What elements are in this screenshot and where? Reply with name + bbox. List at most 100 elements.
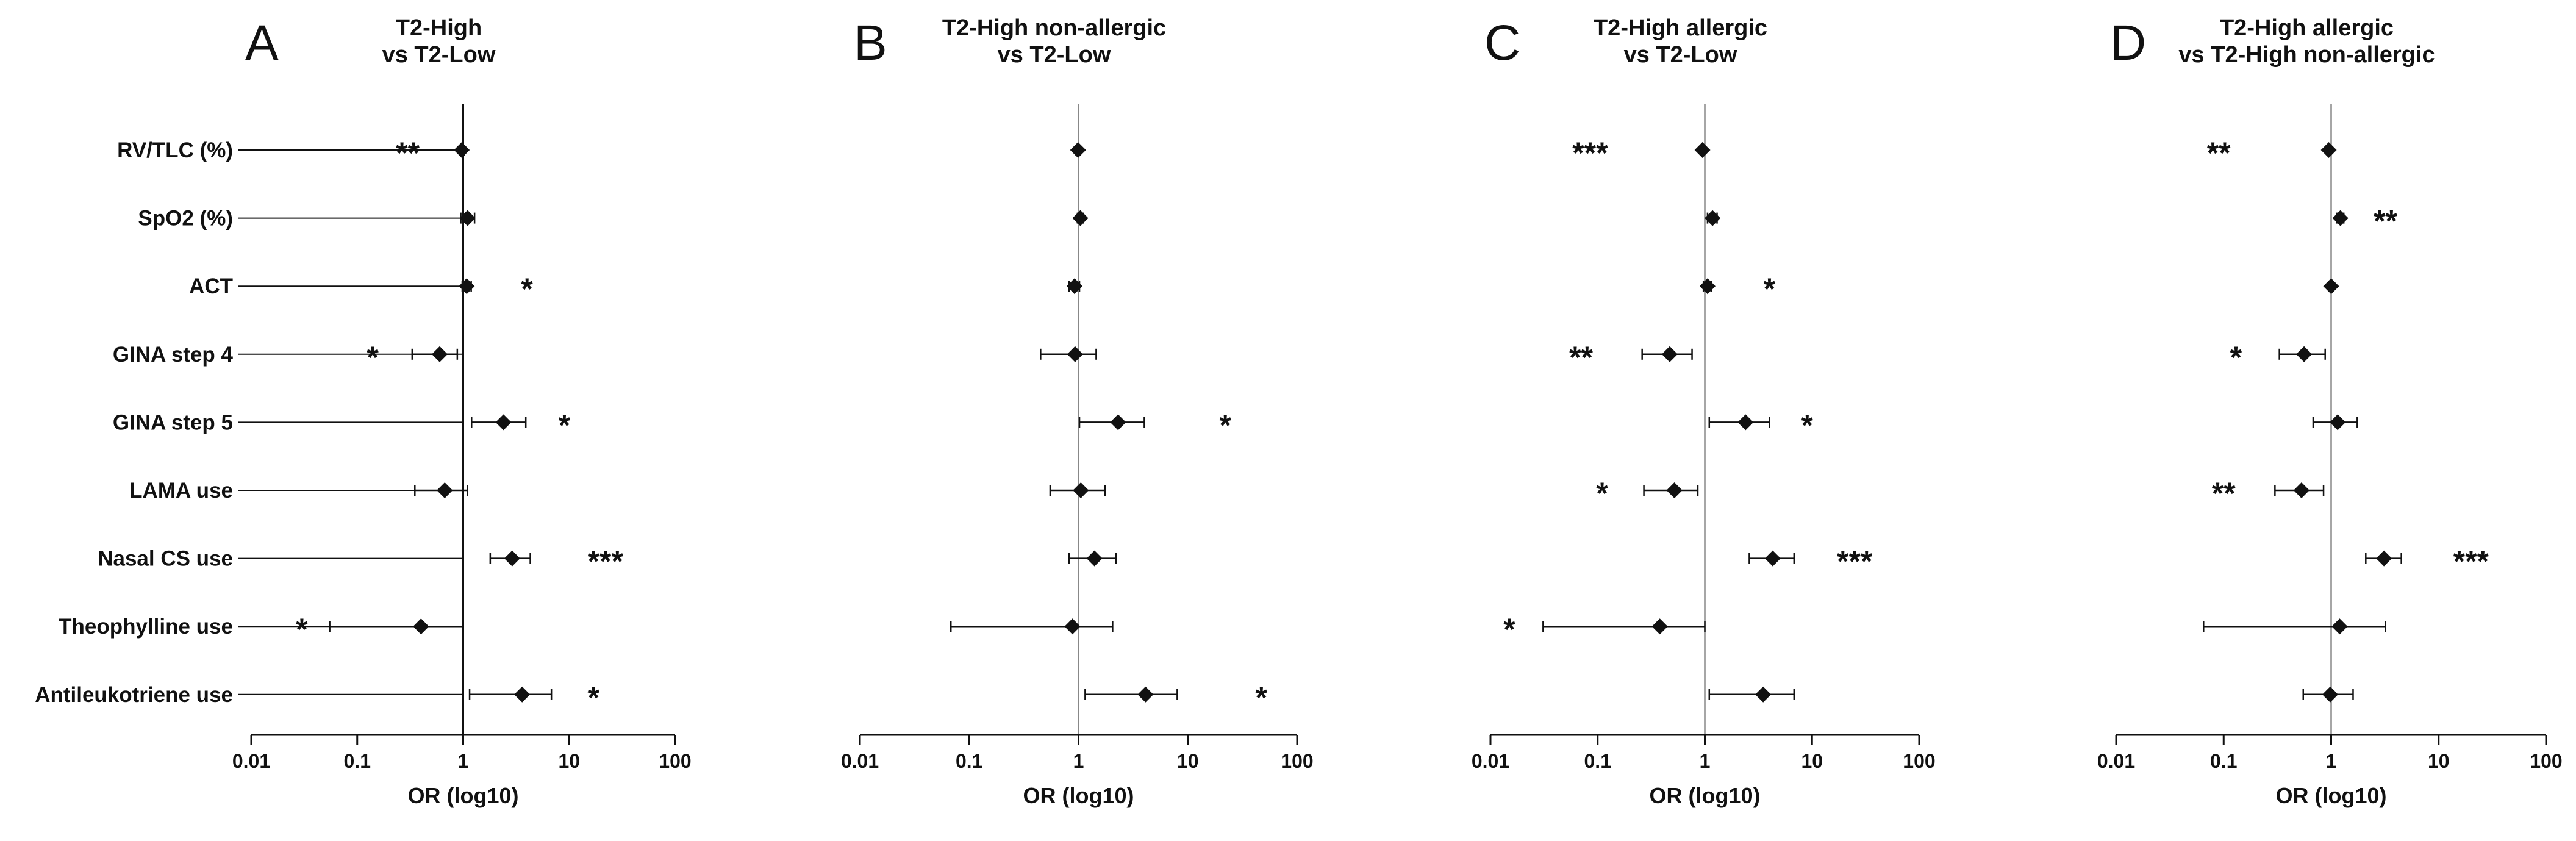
panel-c-x-tick-label-100: 100 xyxy=(1903,750,1935,772)
panel-b-or-marker-nasal-cs-use xyxy=(1086,550,1103,567)
panel-b-x-tick-label-10: 10 xyxy=(1177,750,1199,772)
panel-c-or-marker-nasal-cs-use xyxy=(1764,550,1781,567)
panel-c-title-line-2: vs T2-Low xyxy=(1624,42,1737,68)
panel-b-letter: B xyxy=(854,15,887,71)
panel-b-or-marker-spo2 xyxy=(1072,210,1089,226)
panel-b-x-tick-label-0.01: 0.01 xyxy=(841,750,879,772)
panel-c-significance-lama-use: * xyxy=(1596,476,1608,510)
panel-b-x-tick-label-0.1: 0.1 xyxy=(956,750,982,772)
panel-d-x-tick-label-100: 100 xyxy=(2530,750,2562,772)
panel-b-significance-antileukotriene-use: * xyxy=(1255,681,1267,715)
panel-a-x-tick-label-0.01: 0.01 xyxy=(232,750,270,772)
panel-a-label-nasal-cs-use: Nasal CS use xyxy=(98,547,233,571)
panel-b-or-marker-lama-use xyxy=(1073,482,1089,498)
panel-b-x-tick-label-1: 1 xyxy=(1073,750,1084,772)
panel-a-or-marker-lama-use xyxy=(437,482,453,498)
panel-a-x-tick-label-100: 100 xyxy=(659,750,691,772)
panel-a-significance-theophylline-use: * xyxy=(296,612,308,646)
panel-c-or-marker-lama-use xyxy=(1666,482,1683,498)
panel-a-label-rv-tlc: RV/TLC (%) xyxy=(117,138,233,162)
panel-a-significance-nasal-cs-use: *** xyxy=(588,545,624,579)
panel-b-x-axis-title: OR (log10) xyxy=(1023,783,1134,808)
panel-c-x-tick-label-0.1: 0.1 xyxy=(1584,750,1611,772)
panel-d-x-tick-label-0.01: 0.01 xyxy=(2097,750,2135,772)
panel-a-or-marker-rv-tlc xyxy=(454,142,470,158)
panel-c-title-line-1: T2-High allergic xyxy=(1594,15,1767,41)
panel-d-or-marker-nasal-cs-use xyxy=(2376,550,2392,567)
panel-d-or-marker-act xyxy=(2323,278,2339,295)
panel-c-significance-act: * xyxy=(1764,272,1776,306)
panel-b-x-tick-label-100: 100 xyxy=(1281,750,1313,772)
panel-a-x-axis-title: OR (log10) xyxy=(407,783,518,808)
panel-d-or-marker-gina-step-4 xyxy=(2296,346,2313,362)
panel-c-letter: C xyxy=(1484,15,1520,71)
panel-c-or-marker-spo2 xyxy=(1705,210,1721,226)
panel-c-x-tick-label-1: 1 xyxy=(1700,750,1711,772)
panel-b-or-marker-gina-step-5 xyxy=(1110,414,1126,431)
panel-c-significance-gina-step-4: ** xyxy=(1569,340,1593,374)
panel-c-or-marker-act xyxy=(1699,278,1716,295)
panel-d-significance-spo2: ** xyxy=(2374,204,2397,238)
panel-a-label-spo2: SpO2 (%) xyxy=(138,207,233,231)
panel-c-significance-gina-step-5: * xyxy=(1801,408,1813,442)
panel-c-significance-nasal-cs-use: *** xyxy=(1837,545,1873,579)
panel-d-x-axis-title: OR (log10) xyxy=(2275,783,2386,808)
panel-c-x-tick-label-10: 10 xyxy=(1801,750,1823,772)
panel-a-or-marker-antileukotriene-use xyxy=(514,686,531,703)
panel-c-x-tick-label-0.01: 0.01 xyxy=(1472,750,1509,772)
panel-a-x-tick-label-0.1: 0.1 xyxy=(344,750,371,772)
panel-a-significance-antileukotriene-use: * xyxy=(588,681,600,715)
panel-a-x-tick-label-10: 10 xyxy=(558,750,580,772)
panel-a-or-marker-spo2 xyxy=(459,210,476,226)
panel-a-or-marker-gina-step-4 xyxy=(431,346,448,362)
panel-a-letter: A xyxy=(245,15,279,71)
panel-a-or-marker-act xyxy=(459,278,475,295)
panel-c-significance-theophylline-use: * xyxy=(1503,612,1515,646)
panel-b-title-line-2: vs T2-Low xyxy=(998,42,1111,68)
panel-b-or-marker-rv-tlc xyxy=(1070,142,1086,158)
panel-a-significance-act: * xyxy=(521,272,533,306)
panel-a-label-lama-use: LAMA use xyxy=(129,479,233,503)
panel-d-significance-gina-step-4: * xyxy=(2230,340,2242,374)
panel-d-or-marker-gina-step-5 xyxy=(2330,414,2346,431)
panel-a-label-antileukotriene-use: Antileukotriene use xyxy=(35,683,233,707)
panel-d-letter: D xyxy=(2110,15,2146,71)
panel-a-or-marker-theophylline-use xyxy=(413,618,429,635)
panel-d-x-tick-label-10: 10 xyxy=(2428,750,2450,772)
panel-b-or-marker-act xyxy=(1067,278,1083,295)
panel-d-or-marker-rv-tlc xyxy=(2320,142,2337,158)
panel-d-significance-nasal-cs-use: *** xyxy=(2453,545,2489,579)
panel-a-title-line-1: T2-High xyxy=(396,15,482,41)
panel-a-significance-gina-step-5: * xyxy=(559,408,571,442)
panel-a-label-act: ACT xyxy=(189,274,233,298)
panel-d-or-marker-lama-use xyxy=(2293,482,2309,498)
panel-b-or-marker-gina-step-4 xyxy=(1067,346,1083,362)
panel-d-or-marker-spo2 xyxy=(2332,210,2349,226)
panel-d-or-marker-theophylline-use xyxy=(2331,618,2348,635)
panel-c-or-marker-gina-step-4 xyxy=(1661,346,1678,362)
panel-a-significance-rv-tlc: ** xyxy=(396,136,420,170)
panel-d-or-marker-antileukotriene-use xyxy=(2322,686,2338,703)
panel-b-significance-gina-step-5: * xyxy=(1219,408,1231,442)
panel-d-significance-rv-tlc: ** xyxy=(2207,136,2231,170)
panel-c-significance-rv-tlc: *** xyxy=(1572,136,1608,170)
panel-b-or-marker-theophylline-use xyxy=(1064,618,1081,635)
panel-a-title-line-2: vs T2-Low xyxy=(382,42,496,68)
panel-a-label-theophylline-use: Theophylline use xyxy=(59,615,233,639)
panel-c-or-marker-antileukotriene-use xyxy=(1755,686,1772,703)
panel-c-x-axis-title: OR (log10) xyxy=(1649,783,1760,808)
panel-a-label-gina-step-5: GINA step 5 xyxy=(113,410,233,434)
panel-d-x-tick-label-1: 1 xyxy=(2326,750,2337,772)
panel-a-label-gina-step-4: GINA step 4 xyxy=(113,343,234,367)
panel-d-x-tick-label-0.1: 0.1 xyxy=(2210,750,2237,772)
panel-b-or-marker-antileukotriene-use xyxy=(1137,686,1154,703)
panel-b-title-line-1: T2-High non-allergic xyxy=(942,15,1166,41)
panel-a-or-marker-nasal-cs-use xyxy=(504,550,520,567)
panel-a-x-tick-label-1: 1 xyxy=(458,750,469,772)
panel-c-or-marker-rv-tlc xyxy=(1694,142,1711,158)
panel-c-or-marker-theophylline-use xyxy=(1651,618,1668,635)
panel-a-or-marker-gina-step-5 xyxy=(495,414,512,431)
panel-d-title-line-2: vs T2-High non-allergic xyxy=(2178,42,2435,68)
